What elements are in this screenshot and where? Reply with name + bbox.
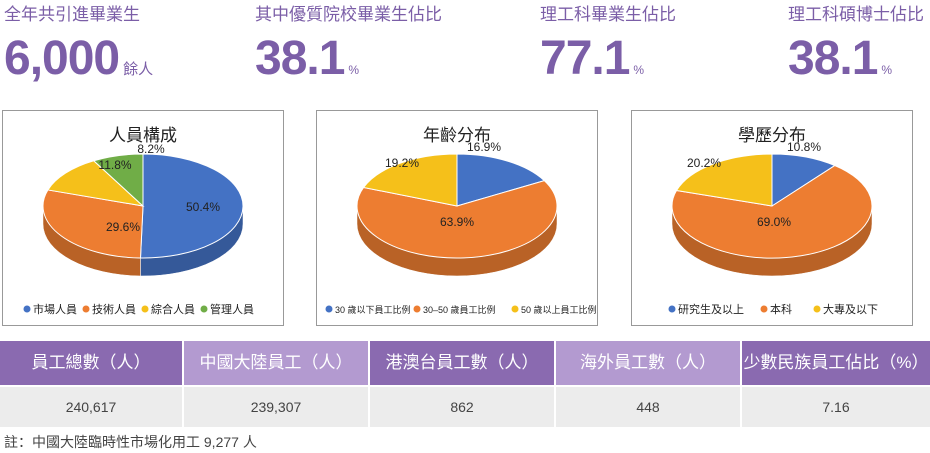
table-cell: 239,307 [184, 387, 368, 427]
table-header: 海外員工數（人） [556, 341, 740, 385]
kpi-stem-postgrad-ratio: 理工科碩博士佔比 38.1% [788, 0, 924, 86]
kpi-value: 38.1 [255, 32, 345, 85]
kpi-label: 其中優質院校畢業生佔比 [255, 5, 442, 24]
pie-slice [671, 164, 873, 259]
pie-data-label: 69.0% [757, 215, 791, 229]
pie-data-label: 29.6% [106, 220, 140, 234]
pie-slice [362, 153, 458, 207]
table-header: 中國大陸員工（人） [184, 341, 368, 385]
kpi-value: 38.1 [788, 32, 878, 85]
kpi-unit: % [348, 63, 360, 77]
table-header: 少數民族員工佔比（%） [742, 341, 930, 385]
kpi-graduates: 全年共引進畢業生 6,000 餘人 [4, 0, 153, 86]
table-row: 240,617 239,307 862 448 7.16 [0, 387, 930, 427]
pie-slice [771, 153, 836, 207]
legend-label: 30 歲以下員工比例 [335, 304, 411, 315]
pie-data-label: 11.8% [98, 158, 131, 172]
legend-marker [23, 305, 31, 313]
legend-label: 綜合人員 [151, 302, 195, 316]
pie-slice [456, 153, 546, 207]
legend-label: 50 歲以上員工比例 [521, 304, 597, 315]
kpi-unit: % [881, 63, 893, 77]
footnote: 註：中國大陸臨時性市場化用工 9,277 人 [4, 434, 257, 450]
pie-slice [92, 153, 144, 208]
legend-marker [325, 305, 333, 313]
table-cell: 862 [370, 387, 554, 427]
legend-marker [668, 305, 676, 313]
legend-marker [82, 305, 90, 313]
table-header-row: 員工總數（人） 中國大陸員工（人） 港澳台員工數（人） 海外員工數（人） 少數民… [0, 341, 930, 385]
legend-label: 研究生及以上 [678, 302, 744, 316]
kpi-unit: % [633, 63, 645, 77]
pie-data-label: 8.2% [137, 142, 165, 156]
chart-title: 學歷分布 [738, 126, 806, 145]
pie-data-label: 20.2% [687, 156, 721, 170]
pie-data-label: 19.2% [385, 156, 419, 170]
chart-staff-composition: 人員構成 50.4% 29.6% 11.8% 8.2% 市場人員 技術人員 綜合人員 管理人員 [2, 110, 284, 326]
kpi-label: 全年共引進畢業生 [4, 5, 140, 24]
chart-age-distribution: 年齡分布 16.9% 63.9% 19.2% 30 歲以下員工比例 30–50 歲員工比例… [316, 110, 598, 326]
kpi-label: 理工科畢業生佔比 [540, 5, 676, 24]
table-cell: 240,617 [0, 387, 182, 427]
legend-label: 市場人員 [33, 302, 77, 316]
table-cell: 448 [556, 387, 740, 427]
table-header: 員工總數（人） [0, 341, 182, 385]
table-header: 港澳台員工數（人） [370, 341, 554, 385]
kpi-value: 6,000 [4, 32, 120, 85]
pie-slice [139, 153, 244, 259]
legend-label: 技術人員 [92, 303, 136, 316]
legend-marker [141, 305, 149, 313]
pie-slice [47, 160, 145, 207]
kpi-value: 77.1 [540, 32, 630, 85]
legend-marker [760, 305, 768, 313]
chart-title: 年齡分布 [423, 126, 491, 145]
kpi-label: 理工科碩博士佔比 [788, 5, 924, 24]
legend-marker [413, 305, 421, 313]
legend-marker [511, 305, 519, 313]
legend-marker [813, 305, 821, 313]
pie-data-label: 16.9% [467, 140, 501, 154]
legend-label: 30–50 歲員工比例 [423, 304, 496, 315]
pie-chart-svg: 人員構成 50.4% 29.6% 11.8% 8.2% 市場人員 技術人員 綜合人員 管理人員 [23, 126, 254, 316]
kpi-quality-school-ratio: 其中優質院校畢業生佔比 38.1% [255, 0, 442, 86]
legend-label: 本科 [770, 302, 792, 316]
legend-label: 管理人員 [210, 302, 254, 316]
kpi-stem-ratio: 理工科畢業生佔比 77.1% [540, 0, 676, 86]
legend-marker [200, 305, 208, 313]
pie-slice [675, 153, 773, 207]
pie-slice [42, 189, 144, 259]
staff-stats-table: 員工總數（人） 中國大陸員工（人） 港澳台員工數（人） 海外員工數（人） 少數民… [0, 341, 930, 427]
legend-label: 大專及以下 [823, 302, 878, 316]
pie-data-label: 50.4% [186, 200, 220, 214]
pie-slice [356, 180, 558, 259]
chart-title: 人員構成 [109, 126, 177, 145]
table-cell: 7.16 [742, 387, 930, 427]
pie-data-label: 10.8% [787, 140, 821, 154]
pie-data-label: 63.9% [440, 215, 474, 229]
kpi-unit: 餘人 [123, 61, 154, 78]
chart-education-distribution: 學歷分布 10.8% 69.0% 20.2% 研究生及以上 本科 大專及以下 [631, 110, 913, 326]
